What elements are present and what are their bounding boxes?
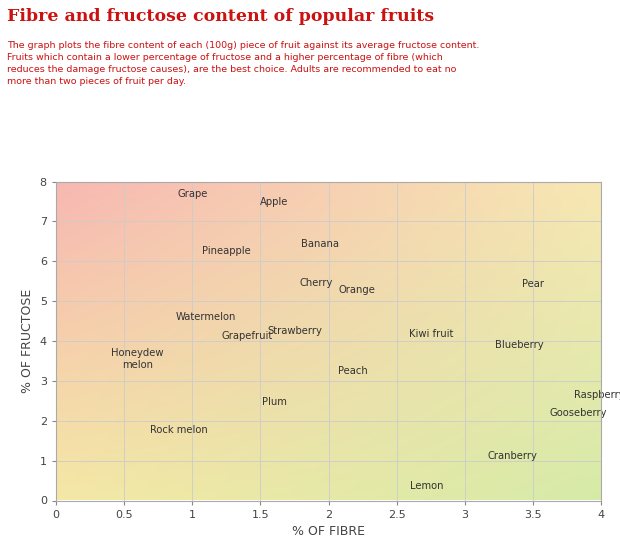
Text: Watermelon: Watermelon [175, 312, 236, 322]
Text: Apple: Apple [260, 197, 288, 207]
Y-axis label: % OF FRUCTOSE: % OF FRUCTOSE [21, 289, 34, 393]
Text: Cherry: Cherry [300, 278, 334, 288]
Text: Strawberry: Strawberry [267, 326, 322, 336]
Text: Grape: Grape [177, 189, 207, 200]
Text: Banana: Banana [301, 239, 339, 249]
Text: Pineapple: Pineapple [202, 246, 251, 256]
Text: Raspberry: Raspberry [574, 390, 620, 400]
Text: Blueberry: Blueberry [495, 340, 544, 350]
Text: Lemon: Lemon [410, 481, 443, 491]
Text: Peach: Peach [338, 366, 368, 376]
Text: Cranberry: Cranberry [488, 450, 538, 461]
Text: Fibre and fructose content of popular fruits: Fibre and fructose content of popular fr… [7, 8, 435, 25]
Text: Orange: Orange [338, 285, 375, 295]
Text: Grapefruit: Grapefruit [221, 331, 272, 341]
X-axis label: % OF FIBRE: % OF FIBRE [292, 525, 365, 538]
Text: Kiwi fruit: Kiwi fruit [409, 329, 453, 339]
Text: Plum: Plum [262, 397, 286, 407]
Text: The graph plots the fibre content of each (100g) piece of fruit against its aver: The graph plots the fibre content of eac… [7, 41, 480, 86]
Text: Honeydew
melon: Honeydew melon [112, 348, 164, 370]
Text: Pear: Pear [522, 279, 544, 289]
Text: Gooseberry: Gooseberry [549, 408, 607, 418]
Text: Rock melon: Rock melon [149, 425, 208, 435]
